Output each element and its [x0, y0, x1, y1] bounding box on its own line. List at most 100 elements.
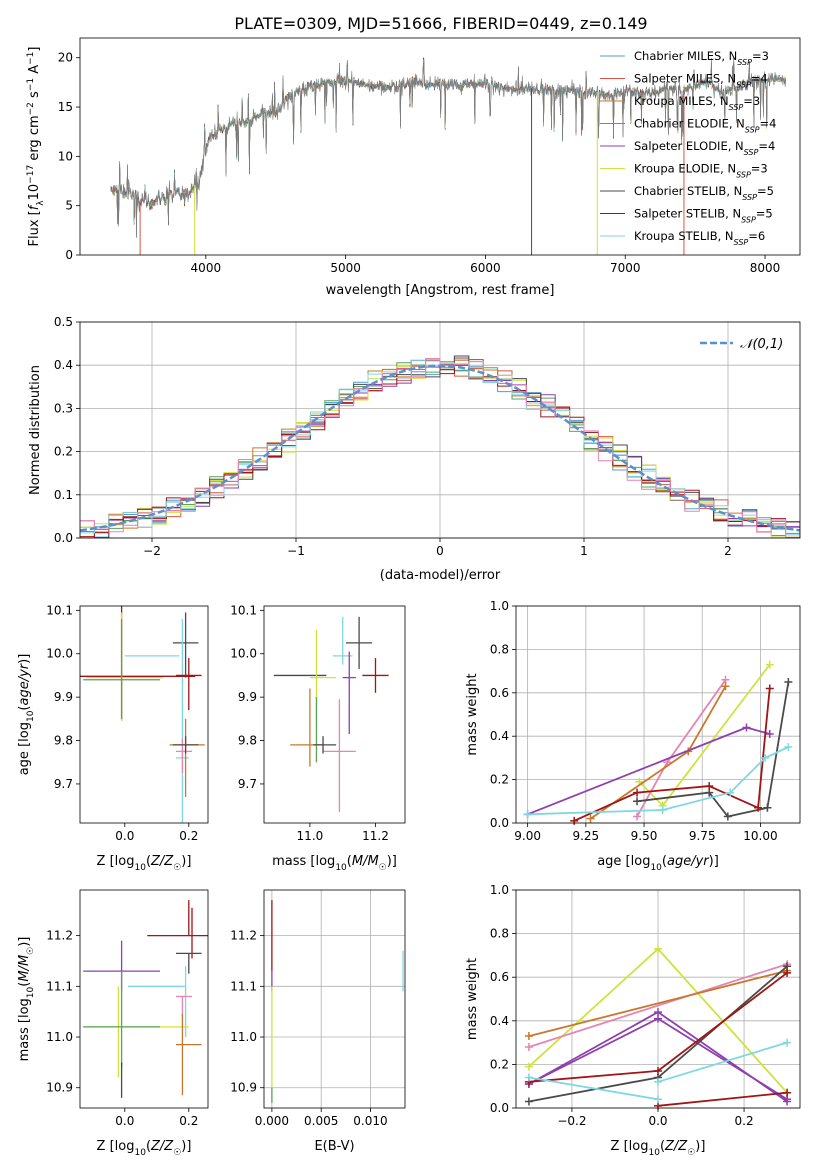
axis-label: Z [log10(Z/Z☉)] [97, 1139, 192, 1158]
label-part: 10 [27, 184, 42, 201]
y-tick-label: 0.6 [490, 970, 509, 984]
y-tick-label: 10.9 [230, 1081, 257, 1095]
label-part: ( [146, 1139, 151, 1154]
y-tick-label: 11.0 [46, 1030, 73, 1044]
axis-label: mass [log10(M/M☉)] [17, 937, 36, 1062]
legend-sub: SSP [729, 103, 744, 112]
weight-marker [524, 1042, 533, 1051]
label-part: ( [17, 982, 32, 987]
x-tick-label: 10.00 [743, 829, 777, 843]
legend-val: =3 [751, 162, 768, 176]
axis-label: Z [log10(Z/Z☉)] [611, 1139, 706, 1158]
legend-entry: Kroupa MILES, NSSP=3 [634, 94, 760, 112]
weight-marker [654, 1014, 662, 1023]
legend-entry: 𝒩(0,1) [740, 337, 783, 352]
label-part: )] [17, 654, 32, 664]
weight-marker [654, 944, 662, 953]
label-part: Z [log [97, 1139, 135, 1154]
weight-vs-Z-plot: −0.2 0.0 0.2 0.0 0.2 0.4 0.6 0.8 1.0 Z [log10(Z/Z… [465, 883, 801, 1158]
label-part: )] [17, 937, 32, 947]
y-tick-label: 1.0 [490, 599, 509, 613]
label-part: age/yr [667, 854, 710, 869]
legend-sub: SSP [736, 170, 751, 179]
legend-text: Salpeter MILES, N [634, 72, 736, 86]
legend-sub: SSP [741, 215, 756, 224]
label-part: ( [662, 854, 667, 869]
weight-marker [754, 803, 763, 812]
y-tick-label: 0.8 [490, 642, 509, 656]
label-part: Z/Z [150, 1139, 174, 1154]
label-part: λ [36, 200, 46, 206]
axis-label: Z [log10(Z/Z☉)] [97, 854, 192, 873]
y-tick-label: 1.0 [490, 883, 509, 897]
weight-marker [784, 743, 793, 752]
label-part: 10 [335, 863, 347, 873]
label-part: −1 [26, 78, 36, 91]
x-tick-label: 0.0 [115, 829, 134, 843]
label-part: mass [log [17, 998, 32, 1061]
legend-text: Kroupa ELODIE, N [634, 162, 736, 176]
legend-text: Chabrier STELIB, N [634, 184, 742, 198]
errorbar-point [172, 736, 199, 754]
y-tick-label: 0.4 [490, 1014, 509, 1028]
x-tick-label: 9.25 [572, 829, 599, 843]
residuals-plot: −2 −1 0 1 2 0.0 0.1 0.2 0.3 0.4 0.5 (data-model)/er… [28, 315, 801, 583]
y-tick-label: 0.2 [490, 773, 509, 787]
legend-entry: Kroupa ELODIE, NSSP=3 [634, 162, 768, 180]
errorbar-point [176, 738, 192, 774]
label-part: )] [709, 854, 719, 869]
weight-vs-age-plot: 9.00 9.25 9.50 9.75 10.00 0.0 0.2 0.4 0.6 0.8 1.0 a… [465, 599, 801, 873]
axis-label: Flux [fλ10−17 erg cm−2 s−1 A−1] [26, 47, 46, 247]
y-axis-label: Normed distribution [28, 365, 43, 495]
legend-entry: Chabrier STELIB, NSSP=5 [634, 184, 774, 202]
weight-marker [705, 782, 714, 791]
weight-marker [783, 968, 792, 977]
x-tick-label: 11.2 [362, 829, 389, 843]
weight-marker [570, 816, 579, 825]
legend-text: Salpeter STELIB, N [634, 207, 741, 221]
y-tick-label: 10.0 [230, 647, 257, 661]
weight-marker [726, 788, 735, 797]
weight-marker [633, 797, 642, 806]
label-part: 10 [26, 710, 36, 722]
label-part: age [log [597, 854, 650, 869]
axes-frame [79, 605, 209, 824]
axes-frame [79, 889, 209, 1109]
weight-marker [654, 1077, 662, 1086]
label-part: 10 [134, 1148, 146, 1158]
weight-marker [524, 1097, 533, 1106]
y-tick-label: 11.2 [230, 929, 257, 943]
axis-label: age [log10(age/yr)] [597, 854, 719, 873]
label-part: age [log [17, 722, 32, 775]
legend-sub: SSP [737, 58, 752, 67]
label-part: −17 [26, 165, 36, 184]
label-part: )] [181, 854, 191, 869]
errorbar-point [362, 658, 389, 693]
spectrum-plot: 4000 5000 6000 7000 8000 0 5 10 15 20 wavelength [… [26, 37, 801, 298]
y-tick-label: 0.0 [490, 816, 509, 830]
y-axis-label: mass weight [465, 958, 480, 1040]
label-part: age/yr [17, 662, 32, 705]
x-tick-label: 4000 [191, 261, 222, 275]
errorbar-point [147, 900, 208, 937]
legend-text: Chabrier MILES, N [634, 49, 737, 63]
label-part: Z/Z [150, 854, 174, 869]
y-tick-label: 0.6 [490, 686, 509, 700]
errorbar-point [176, 1014, 202, 1096]
data-spectrum-line [110, 57, 786, 238]
weight-marker [633, 812, 642, 821]
legend-entry: Kroupa STELIB, NSSP=6 [634, 229, 765, 247]
weight-marker [654, 1066, 662, 1075]
errorbar-point [342, 651, 356, 735]
x-tick-label: 2 [724, 544, 732, 558]
weight-line [528, 963, 788, 1048]
label-part: Z [log [611, 1139, 649, 1154]
y-tick-label: 0.2 [490, 1057, 509, 1071]
legend-val: =5 [757, 184, 774, 198]
y-tick-label: 11.1 [46, 979, 73, 993]
weight-marker [633, 788, 642, 797]
weight-marker [524, 1073, 533, 1082]
label-part: 10 [650, 863, 662, 873]
